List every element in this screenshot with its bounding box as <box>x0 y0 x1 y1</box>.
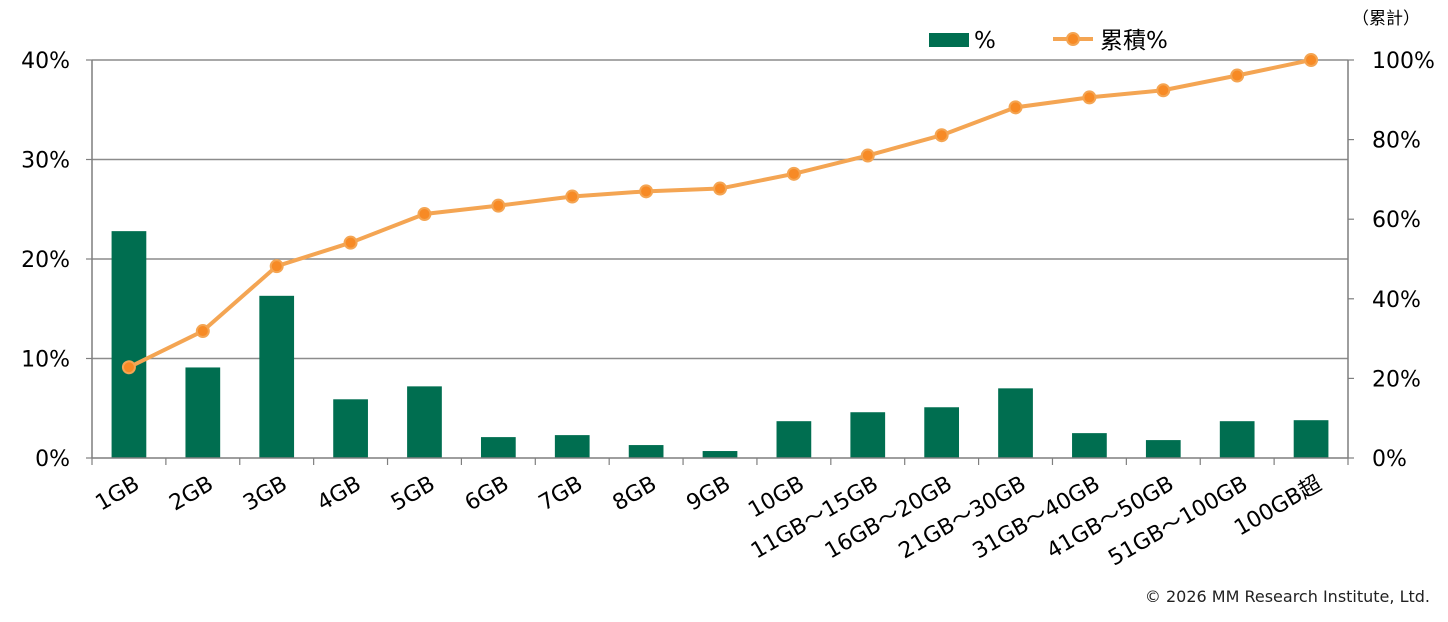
line-point <box>1008 100 1023 115</box>
cumulative-line-series <box>121 53 1319 375</box>
legend-bar-label: % <box>974 28 996 54</box>
x-axis-ticks: 1GB 2GB 3GB 4GB 5GB 6GB 7GB 8GB 9GB 10GB11GB～15GB… <box>91 472 1326 572</box>
bar <box>554 435 590 458</box>
line-point <box>713 181 727 196</box>
left-axis-tick-label: 20% <box>21 248 70 273</box>
right-axis-ticks: 0% 20% 40% 60% 80% 100% <box>1372 49 1435 472</box>
right-axis-label: （累計） <box>1352 9 1420 29</box>
bar <box>407 386 442 458</box>
bar <box>480 437 516 458</box>
bar <box>628 445 664 458</box>
right-axis-tick-label: 100% <box>1372 49 1435 74</box>
x-axis-tick-label: 3GB <box>239 472 291 517</box>
legend-line-marker <box>1066 32 1080 46</box>
bar <box>1145 440 1181 458</box>
bar <box>333 399 368 458</box>
right-axis-tick-label: 80% <box>1372 129 1421 154</box>
bar <box>185 367 221 458</box>
x-axis-tick-label: 6GB <box>461 472 513 517</box>
right-axis-tick-label: 60% <box>1372 208 1421 233</box>
line-point <box>786 166 801 181</box>
line-point <box>860 148 875 163</box>
x-axis-tick-label: 7GB <box>535 472 587 517</box>
bar <box>850 412 886 458</box>
x-axis-tick-label: 8GB <box>609 472 661 517</box>
legend: % 累積% <box>929 28 1168 54</box>
line-point <box>1156 83 1171 98</box>
legend-line-label: 累積% <box>1100 28 1168 54</box>
left-axis-tick-label: 10% <box>21 348 70 373</box>
left-axis-tick-label: 30% <box>21 149 70 174</box>
cumulative-line <box>128 58 1312 370</box>
bar <box>111 231 147 458</box>
legend-bar-swatch <box>929 33 969 47</box>
line-point <box>343 235 358 250</box>
bar-series <box>111 231 1329 458</box>
line-point <box>491 198 506 213</box>
x-axis-tick-label: 9GB <box>683 472 735 517</box>
line-point <box>1230 68 1245 83</box>
line-point <box>1082 90 1097 105</box>
line-point <box>195 324 210 339</box>
x-axis-tick-label: 4GB <box>313 472 365 517</box>
bar <box>702 451 738 458</box>
bar <box>924 407 960 458</box>
right-axis-tick-label: 0% <box>1372 447 1407 472</box>
x-axis-tick-label: 5GB <box>387 472 439 517</box>
left-axis-tick-label: 40% <box>21 49 70 74</box>
bar <box>998 388 1033 458</box>
line-point <box>417 207 432 222</box>
line-point <box>269 259 284 274</box>
line-point <box>565 189 580 204</box>
x-axis-tick-label: 2GB <box>165 472 217 517</box>
left-axis-tick-label: 0% <box>35 447 70 472</box>
bar <box>776 421 812 458</box>
line-point <box>639 184 654 199</box>
axes <box>86 59 1354 465</box>
bar <box>1219 421 1255 458</box>
bar <box>259 295 295 458</box>
right-axis-tick-label: 40% <box>1372 288 1421 313</box>
line-point <box>121 360 136 375</box>
line-point <box>1304 53 1319 67</box>
copyright-text: © 2026 MM Research Institute, Ltd. <box>1145 587 1430 606</box>
left-axis-ticks: 0% 10% 20% 30% 40% <box>21 49 70 472</box>
right-axis-tick-label: 20% <box>1372 367 1421 392</box>
line-point <box>934 128 949 143</box>
bar <box>1072 433 1107 458</box>
bar <box>1293 420 1329 458</box>
x-axis-tick-label: 1GB <box>91 472 143 517</box>
